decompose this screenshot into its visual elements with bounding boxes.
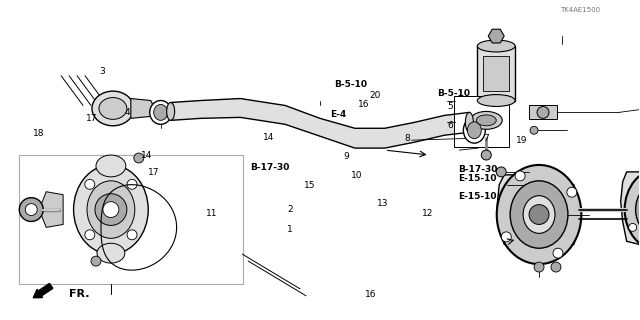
Circle shape [95,194,127,225]
Text: 10: 10 [351,171,362,180]
FancyArrow shape [33,284,53,298]
Circle shape [515,171,525,181]
Ellipse shape [476,115,496,126]
Ellipse shape [97,243,125,263]
Circle shape [534,262,544,272]
Text: 20: 20 [370,92,381,100]
Bar [529,106,557,119]
Ellipse shape [497,165,581,264]
Text: 17: 17 [86,114,98,123]
Circle shape [529,204,549,224]
Ellipse shape [92,91,134,126]
Bar [19,155,243,284]
Text: 2: 2 [287,205,292,214]
Circle shape [496,167,506,177]
Text: B-5-10: B-5-10 [334,80,367,89]
Polygon shape [621,172,640,249]
Text: 8: 8 [404,134,410,143]
Text: 6: 6 [447,121,453,130]
Polygon shape [497,175,579,254]
Ellipse shape [477,40,515,52]
Text: 16: 16 [365,290,376,299]
Ellipse shape [467,122,481,139]
Text: E-4: E-4 [330,109,346,118]
Text: B-17-30: B-17-30 [458,165,497,174]
Circle shape [26,204,37,215]
Circle shape [103,202,119,218]
Circle shape [134,153,144,163]
Circle shape [537,107,549,118]
Circle shape [551,262,561,272]
Ellipse shape [96,155,126,177]
Text: 14: 14 [263,133,275,142]
Text: E-15-10: E-15-10 [458,174,496,183]
Bar [483,56,509,91]
Circle shape [85,230,95,240]
Ellipse shape [150,100,172,124]
Text: 3: 3 [99,67,105,76]
Polygon shape [488,29,504,43]
Circle shape [127,230,137,240]
Text: B-17-30: B-17-30 [250,164,289,172]
Ellipse shape [87,181,135,238]
Ellipse shape [510,181,568,248]
Text: 12: 12 [422,209,433,219]
Text: 4: 4 [124,108,130,117]
Ellipse shape [470,111,502,129]
Text: 19: 19 [516,136,528,146]
Bar [454,96,509,147]
Circle shape [567,187,577,197]
Text: E-15-10: E-15-10 [458,192,496,201]
Text: 16: 16 [358,100,370,109]
Text: 15: 15 [304,181,316,190]
Ellipse shape [477,95,515,107]
Ellipse shape [74,165,148,254]
Text: 7: 7 [483,134,489,143]
Polygon shape [39,192,63,228]
Bar [477,46,515,100]
Circle shape [19,198,44,221]
Ellipse shape [166,102,175,120]
Circle shape [91,256,101,266]
Polygon shape [171,99,469,148]
Ellipse shape [465,112,474,132]
Polygon shape [131,99,155,118]
Text: 5: 5 [447,101,453,111]
Text: 13: 13 [378,199,389,208]
Circle shape [501,232,511,242]
Ellipse shape [523,196,555,233]
Circle shape [127,180,137,189]
Circle shape [553,248,563,258]
Circle shape [628,223,637,231]
Text: 18: 18 [33,129,44,138]
Ellipse shape [636,182,640,237]
Circle shape [530,126,538,134]
Text: TK4AE1500: TK4AE1500 [560,7,600,13]
Ellipse shape [625,169,640,250]
Ellipse shape [154,105,168,120]
Circle shape [85,180,95,189]
Text: 11: 11 [206,209,218,219]
Circle shape [481,150,492,160]
Ellipse shape [99,98,127,119]
Text: FR.: FR. [69,289,90,299]
Ellipse shape [463,117,485,143]
Text: B-5-10: B-5-10 [437,89,470,98]
Text: 1: 1 [287,225,292,234]
Text: 17: 17 [148,168,159,177]
Text: 9: 9 [343,152,349,161]
Text: 14: 14 [141,151,152,160]
